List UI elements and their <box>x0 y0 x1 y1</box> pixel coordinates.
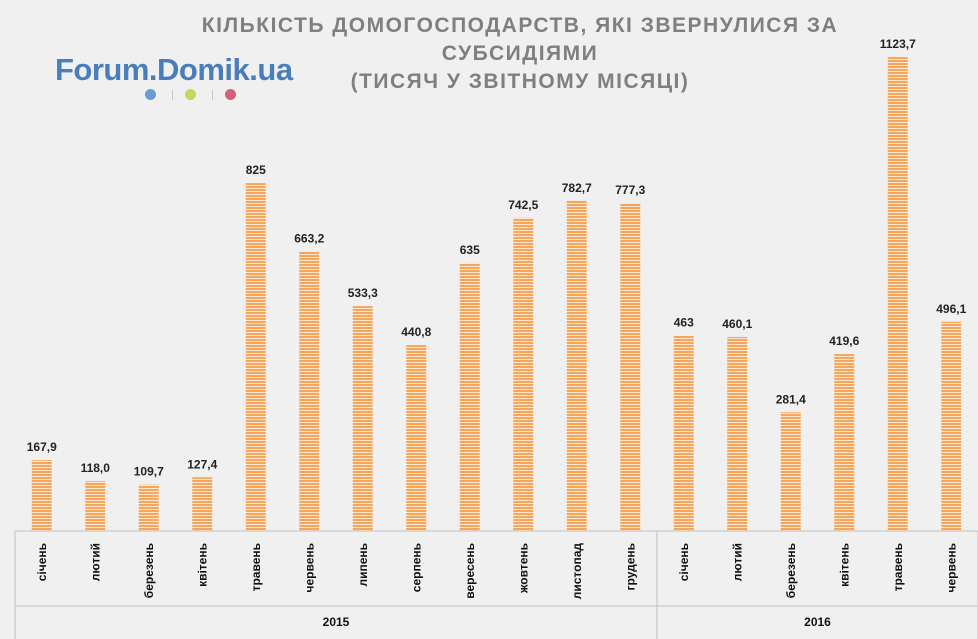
x-tick-label: жовтень <box>516 543 530 594</box>
x-tick-label: травень <box>891 543 905 591</box>
x-tick-label: лютий <box>88 543 102 581</box>
bar-value-label: 1123,7 <box>880 37 916 51</box>
bar <box>352 306 373 531</box>
bar-value-label: 742,5 <box>508 198 538 212</box>
bar-value-label: 281,4 <box>776 392 806 406</box>
x-tick-label: грудень <box>623 543 637 590</box>
x-tick-label: березень <box>142 543 156 598</box>
x-tick-label: січень <box>677 543 691 581</box>
x-tick-label: квітень <box>837 543 851 587</box>
bar-value-label: 440,8 <box>401 325 431 339</box>
logo-separator <box>172 90 173 100</box>
chart-title-line-2: СУБСИДІЯМИ <box>441 42 599 65</box>
bar-value-label: 533,3 <box>348 286 378 300</box>
x-tick-label: квітень <box>195 543 209 587</box>
chart-title-line-3: (ТИСЯЧ У ЗВІТНОМУ МІСЯЦІ) <box>350 70 690 93</box>
bar-value-label: 663,2 <box>294 231 324 245</box>
x-tick-label: лютий <box>730 543 744 581</box>
bar-value-label: 496,1 <box>936 302 966 316</box>
x-tick-label: січень <box>35 543 49 581</box>
bar <box>673 335 694 531</box>
logo-dot-blue <box>145 89 156 100</box>
bar-value-label: 167,9 <box>27 440 57 454</box>
x-tick-label: червень <box>302 543 316 593</box>
bar-value-label: 635 <box>460 243 480 257</box>
bar <box>245 183 266 531</box>
x-group-label: 2016 <box>804 615 831 629</box>
x-tick-label: листопад <box>570 543 584 600</box>
x-tick-label: березень <box>784 543 798 598</box>
x-tick-label: травень <box>249 543 263 591</box>
x-tick-label: червень <box>944 543 958 593</box>
x-tick-label: серпень <box>409 543 423 592</box>
bar <box>620 203 641 531</box>
logo-dots <box>145 89 245 101</box>
bar <box>513 217 534 531</box>
logo-dot-red <box>225 89 236 100</box>
bar <box>941 321 962 531</box>
bar <box>566 200 587 531</box>
bar-value-label: 825 <box>246 163 266 177</box>
logo-dot-green <box>185 89 196 100</box>
bar-value-label: 127,4 <box>187 457 217 471</box>
chart-title: КІЛЬКІСТЬ ДОМОГОСПОДАРСТВ, ЯКІ ЗВЕРНУЛИС… <box>120 12 920 96</box>
bar <box>459 263 480 531</box>
bar-value-label: 777,3 <box>615 183 645 197</box>
bar <box>834 354 855 531</box>
bar <box>85 481 106 531</box>
bar-value-label: 782,7 <box>562 181 592 195</box>
bar <box>31 460 52 531</box>
chart-title-line-1: КІЛЬКІСТЬ ДОМОГОСПОДАРСТВ, ЯКІ ЗВЕРНУЛИС… <box>201 14 839 37</box>
bar <box>887 57 908 532</box>
bar-value-label: 109,7 <box>134 465 164 479</box>
x-tick-label: вересень <box>463 543 477 599</box>
bar-value-label: 460,1 <box>722 317 752 331</box>
bar-value-label: 419,6 <box>829 334 859 348</box>
bar-value-label: 118,0 <box>81 461 111 475</box>
site-logo: Forum.Domik.ua <box>55 52 293 87</box>
bar <box>727 336 748 531</box>
bar-value-label: 463 <box>674 316 694 330</box>
bar <box>138 484 159 531</box>
logo-separator <box>212 90 213 100</box>
x-group-label: 2015 <box>323 615 350 629</box>
bar <box>406 345 427 531</box>
bar <box>299 251 320 531</box>
x-tick-label: липень <box>356 543 370 587</box>
bar <box>192 477 213 531</box>
bar <box>780 412 801 531</box>
